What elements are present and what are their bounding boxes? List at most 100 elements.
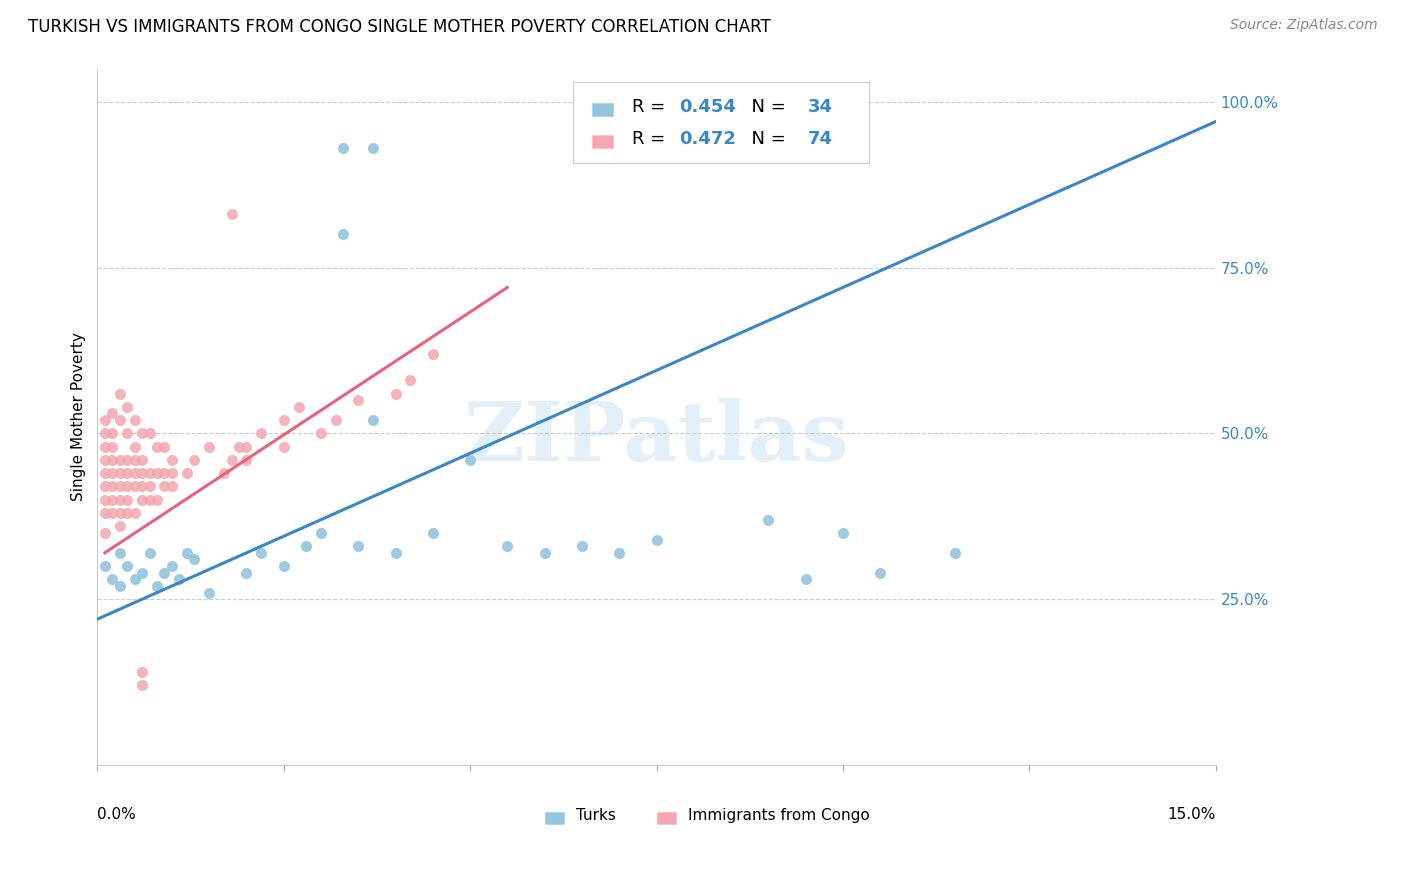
Bar bbox=[592, 135, 613, 148]
Point bbox=[361, 413, 384, 427]
Point bbox=[384, 546, 406, 560]
Point bbox=[115, 559, 138, 574]
Point bbox=[131, 453, 153, 467]
Point bbox=[160, 559, 183, 574]
Point bbox=[101, 466, 124, 480]
Point bbox=[108, 519, 131, 533]
Point bbox=[94, 479, 117, 493]
Point bbox=[115, 453, 138, 467]
Point bbox=[131, 678, 153, 692]
Point bbox=[347, 539, 370, 553]
Point bbox=[422, 347, 444, 361]
Point bbox=[153, 440, 176, 454]
Point bbox=[943, 546, 966, 560]
Point bbox=[295, 539, 318, 553]
Point bbox=[198, 585, 221, 599]
Point bbox=[183, 453, 205, 467]
Point bbox=[160, 479, 183, 493]
Point bbox=[115, 479, 138, 493]
Point bbox=[235, 566, 257, 580]
Point bbox=[458, 453, 481, 467]
Point bbox=[571, 539, 593, 553]
Point bbox=[138, 479, 160, 493]
Point bbox=[309, 525, 332, 540]
Point bbox=[101, 407, 124, 421]
Point bbox=[422, 525, 444, 540]
Point bbox=[101, 440, 124, 454]
Point bbox=[176, 546, 198, 560]
Point bbox=[287, 400, 309, 414]
Text: ZIPatlas: ZIPatlas bbox=[464, 398, 849, 478]
Point bbox=[94, 426, 117, 441]
Point bbox=[115, 400, 138, 414]
Point bbox=[169, 572, 191, 586]
Point bbox=[176, 466, 198, 480]
Point bbox=[533, 546, 555, 560]
Point bbox=[221, 453, 243, 467]
Point bbox=[124, 453, 146, 467]
Point bbox=[108, 413, 131, 427]
Point bbox=[273, 559, 295, 574]
Point bbox=[332, 227, 354, 242]
Point bbox=[94, 413, 117, 427]
Point bbox=[115, 506, 138, 520]
Bar bbox=[544, 813, 564, 824]
Point bbox=[94, 506, 117, 520]
Point bbox=[138, 492, 160, 507]
Text: R =: R = bbox=[631, 98, 671, 116]
Point bbox=[831, 525, 853, 540]
Point bbox=[124, 466, 146, 480]
Point bbox=[153, 479, 176, 493]
Point bbox=[794, 572, 817, 586]
Text: 15.0%: 15.0% bbox=[1167, 807, 1216, 822]
Point bbox=[108, 453, 131, 467]
Point bbox=[131, 566, 153, 580]
Text: Turks: Turks bbox=[576, 808, 616, 823]
Text: N =: N = bbox=[741, 130, 792, 148]
Point bbox=[131, 466, 153, 480]
Text: Source: ZipAtlas.com: Source: ZipAtlas.com bbox=[1230, 18, 1378, 32]
Point bbox=[131, 665, 153, 680]
Point bbox=[160, 466, 183, 480]
Point bbox=[361, 141, 384, 155]
Point bbox=[146, 492, 169, 507]
Text: R =: R = bbox=[631, 130, 671, 148]
Point bbox=[153, 466, 176, 480]
Point bbox=[94, 559, 117, 574]
Point bbox=[198, 440, 221, 454]
Point bbox=[94, 466, 117, 480]
Point bbox=[131, 492, 153, 507]
Point bbox=[138, 426, 160, 441]
Point bbox=[250, 426, 273, 441]
Point bbox=[228, 440, 250, 454]
Text: Immigrants from Congo: Immigrants from Congo bbox=[688, 808, 869, 823]
Point bbox=[101, 453, 124, 467]
Point bbox=[108, 546, 131, 560]
Bar bbox=[657, 813, 675, 824]
Point bbox=[235, 440, 257, 454]
Point bbox=[124, 479, 146, 493]
Point bbox=[108, 579, 131, 593]
Bar bbox=[592, 103, 613, 116]
Text: N =: N = bbox=[741, 98, 792, 116]
Point bbox=[146, 466, 169, 480]
Point bbox=[309, 426, 332, 441]
Point bbox=[146, 579, 169, 593]
Point bbox=[108, 506, 131, 520]
Point bbox=[101, 479, 124, 493]
Point bbox=[94, 453, 117, 467]
Y-axis label: Single Mother Poverty: Single Mother Poverty bbox=[72, 333, 86, 501]
Point bbox=[273, 413, 295, 427]
Point bbox=[183, 552, 205, 566]
Point bbox=[115, 492, 138, 507]
Point bbox=[101, 506, 124, 520]
Point bbox=[131, 426, 153, 441]
Point bbox=[101, 572, 124, 586]
Point bbox=[108, 386, 131, 401]
Point bbox=[94, 525, 117, 540]
Point bbox=[273, 440, 295, 454]
Point bbox=[115, 466, 138, 480]
Point bbox=[645, 533, 668, 547]
Text: 0.472: 0.472 bbox=[679, 130, 735, 148]
Point bbox=[384, 386, 406, 401]
